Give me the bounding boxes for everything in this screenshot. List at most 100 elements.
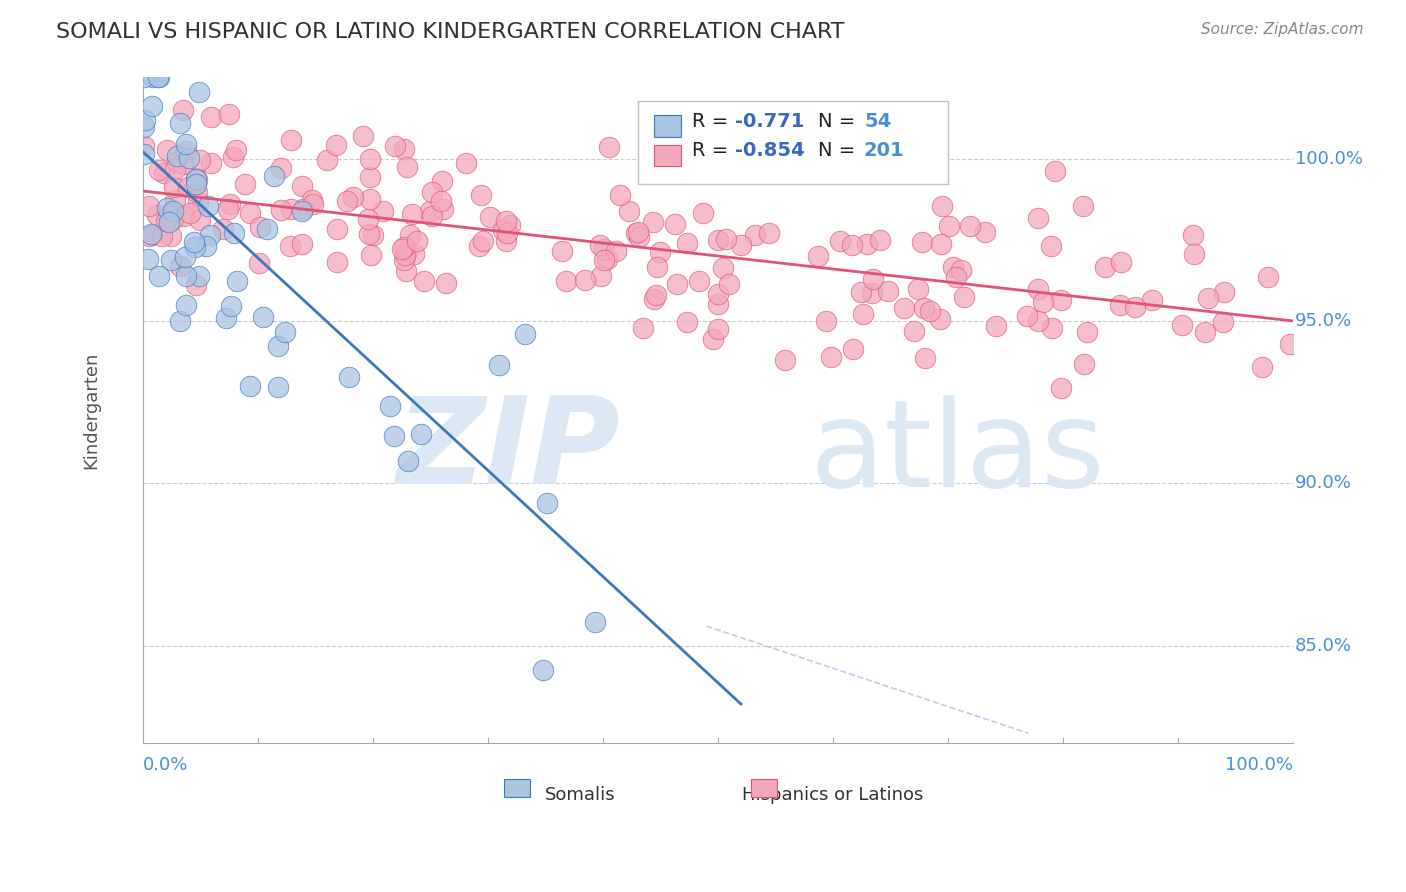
Point: [1045, 164, 1067, 178]
Point: [551, 244, 574, 258]
Point: [361, 228, 384, 243]
Point: [215, 310, 238, 325]
Point: [156, 201, 179, 215]
Point: [395, 264, 418, 278]
Point: [222, 226, 245, 240]
Point: [218, 107, 240, 121]
Point: [395, 161, 418, 175]
Point: [399, 227, 422, 242]
Point: [707, 322, 730, 336]
Point: [929, 312, 952, 326]
FancyBboxPatch shape: [654, 115, 682, 136]
Point: [593, 253, 616, 268]
Point: [188, 213, 211, 227]
Point: [162, 204, 184, 219]
Point: [247, 256, 270, 270]
Point: [222, 150, 245, 164]
Point: [591, 268, 613, 283]
FancyBboxPatch shape: [751, 779, 776, 797]
Point: [404, 247, 426, 261]
Point: [359, 152, 381, 166]
Point: [1032, 295, 1054, 310]
Point: [665, 277, 688, 291]
Point: [1073, 357, 1095, 371]
Point: [648, 244, 671, 259]
Point: [931, 236, 953, 251]
Point: [641, 215, 664, 229]
Point: [814, 314, 837, 328]
Point: [148, 162, 170, 177]
Point: [1042, 320, 1064, 334]
Point: [893, 301, 915, 316]
Point: [931, 199, 953, 213]
Point: [157, 209, 180, 223]
Point: [360, 248, 382, 262]
Point: [495, 213, 517, 227]
Point: [700, 157, 723, 171]
Point: [984, 318, 1007, 333]
Point: [157, 214, 180, 228]
Point: [173, 250, 195, 264]
Point: [628, 229, 651, 244]
Point: [716, 232, 738, 246]
Point: [263, 169, 285, 183]
Point: [301, 194, 323, 208]
Point: [617, 203, 640, 218]
Point: [172, 103, 194, 118]
Point: [627, 226, 650, 240]
Text: N =: N =: [818, 112, 862, 131]
Text: atlas: atlas: [810, 395, 1105, 512]
Point: [394, 240, 416, 254]
Point: [159, 206, 181, 220]
Point: [513, 327, 536, 342]
Point: [744, 227, 766, 242]
Point: [200, 111, 222, 125]
Point: [645, 260, 668, 275]
Point: [1182, 247, 1205, 261]
Point: [1194, 326, 1216, 340]
Point: [495, 226, 517, 240]
Point: [176, 136, 198, 151]
Point: [146, 70, 169, 85]
Point: [156, 143, 179, 157]
Point: [942, 260, 965, 274]
Point: [359, 169, 381, 184]
Point: [807, 249, 830, 263]
Point: [907, 282, 929, 296]
Point: [707, 233, 730, 247]
Point: [495, 234, 517, 248]
Point: [1212, 314, 1234, 328]
Point: [860, 286, 883, 301]
Point: [596, 252, 619, 266]
Point: [471, 234, 494, 248]
Point: [432, 202, 454, 217]
Point: [200, 156, 222, 170]
Point: [914, 351, 936, 366]
Point: [707, 297, 730, 311]
Point: [184, 277, 207, 292]
Point: [188, 153, 211, 168]
Text: 201: 201: [865, 141, 904, 161]
Point: [280, 202, 302, 217]
Point: [555, 274, 578, 288]
Point: [197, 199, 219, 213]
Point: [134, 70, 156, 85]
Point: [278, 239, 301, 253]
Point: [326, 222, 349, 236]
Point: [1076, 326, 1098, 340]
Point: [420, 185, 443, 199]
Point: [434, 277, 457, 291]
Point: [605, 244, 627, 258]
Point: [391, 242, 413, 256]
Point: [1181, 227, 1204, 242]
Point: [291, 179, 314, 194]
Point: [174, 298, 197, 312]
Point: [911, 235, 934, 249]
Text: R =: R =: [692, 141, 734, 161]
Point: [134, 112, 156, 127]
Text: N =: N =: [818, 141, 862, 161]
Point: [491, 223, 513, 237]
Point: [148, 269, 170, 284]
Point: [134, 147, 156, 161]
Point: [718, 277, 741, 291]
